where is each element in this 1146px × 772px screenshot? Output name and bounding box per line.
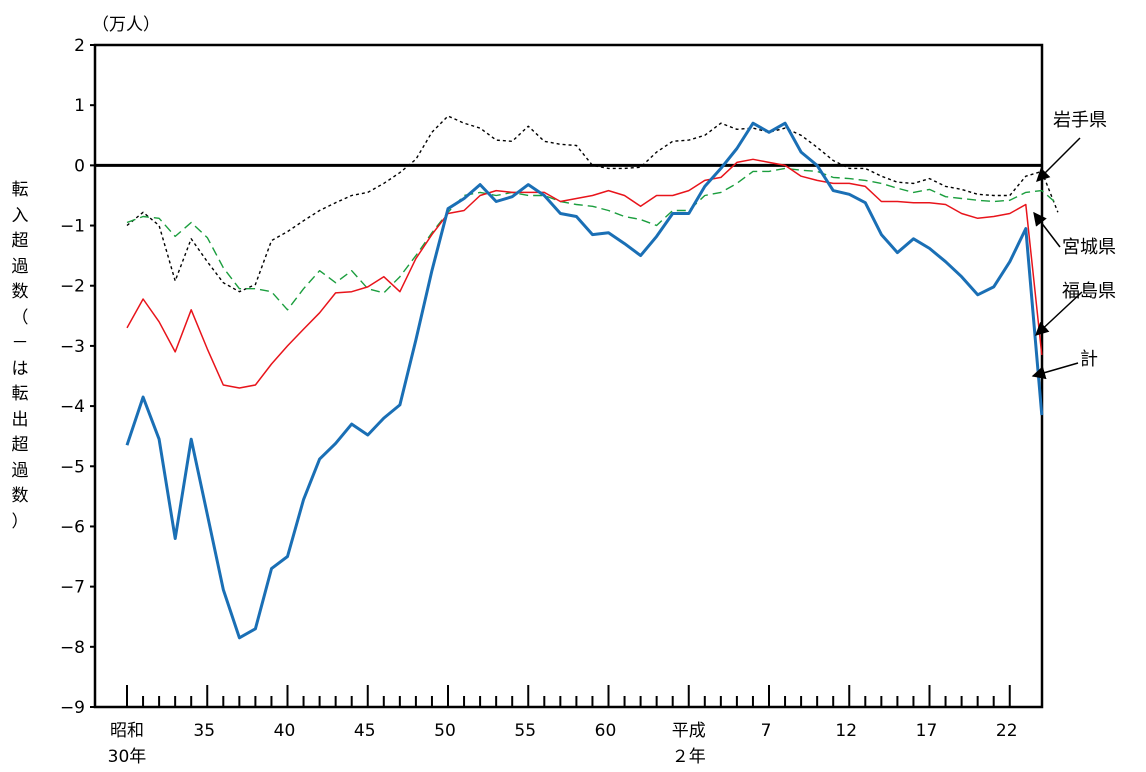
plot-frame xyxy=(93,43,1044,709)
x-axis-ticks: 昭和 30年 35 40 45 50 55 60 平成 ２年 7 12 17 22 xyxy=(108,685,1018,767)
y-axis-label-char: 超 xyxy=(11,231,29,251)
y-tick-label: 0 xyxy=(74,156,85,176)
x-tick-label: 45 xyxy=(354,721,376,741)
y-tick-label: 2 xyxy=(74,36,85,56)
annotation-arrow xyxy=(1031,362,1079,380)
y-tick-label: −4 xyxy=(60,397,85,417)
series-line-1 xyxy=(126,167,1059,311)
x-tick-label: 平成 xyxy=(672,721,706,741)
annotation-label: 岩手県 xyxy=(1053,110,1107,131)
x-tick-label: 7 xyxy=(761,721,772,741)
y-axis-label-char: 数 xyxy=(11,486,29,506)
y-axis-label-char: 数 xyxy=(11,282,29,302)
x-tick-label-line2: ２年 xyxy=(672,747,706,767)
series-line-2 xyxy=(126,158,1043,389)
y-axis-label-char: 出 xyxy=(11,409,29,430)
annotation-arrow xyxy=(1035,291,1083,336)
y-axis-label-char: 転 xyxy=(11,180,29,200)
y-tick-label: −7 xyxy=(60,578,85,598)
x-tick-label: 55 xyxy=(514,721,536,741)
x-tick-label: 22 xyxy=(996,721,1018,741)
y-tick-label: −2 xyxy=(60,277,85,297)
y-axis-label-char: （ xyxy=(11,307,29,328)
x-tick-label: 40 xyxy=(274,721,296,741)
y-axis-label: 転入超過数（－は転出超過数） xyxy=(6,178,34,535)
y-tick-label: 1 xyxy=(74,96,85,116)
annotation-label: 福島県 xyxy=(1062,281,1116,302)
y-axis-ticks: 2 1 0 −1 −2 −3 −4 −5 −6 −7 −8 −9 xyxy=(60,36,95,718)
y-tick-label: −1 xyxy=(60,217,85,237)
y-axis-label-char: は xyxy=(11,358,29,379)
y-axis-label-char: 超 xyxy=(11,435,29,455)
x-tick-label: 昭和 xyxy=(110,721,144,741)
x-tick-label: 60 xyxy=(595,721,617,741)
y-tick-label: −3 xyxy=(60,337,85,357)
y-axis-label-char: 過 xyxy=(11,256,29,277)
y-tick-label: −8 xyxy=(60,638,85,658)
x-tick-label: 17 xyxy=(916,721,938,741)
y-tick-label: −5 xyxy=(60,457,85,477)
annotation-label: 計 xyxy=(1080,349,1098,370)
y-axis-label-char: 入 xyxy=(11,205,29,226)
y-tick-label: −6 xyxy=(60,517,85,537)
unit-label: （万人） xyxy=(92,15,160,35)
y-axis-label-char: ） xyxy=(11,511,29,532)
annotation-label: 宮城県 xyxy=(1062,237,1116,258)
series-line-3 xyxy=(125,121,1044,640)
x-tick-label-line2: 30年 xyxy=(108,747,147,767)
axes xyxy=(93,43,1044,709)
series-line-0 xyxy=(126,115,1059,293)
x-tick-label: 12 xyxy=(835,721,857,741)
annotation-arrow xyxy=(1033,211,1061,248)
annotation-arrow xyxy=(1036,137,1081,182)
y-axis-label-char: － xyxy=(11,333,29,353)
y-axis-label-char: 過 xyxy=(11,460,29,481)
y-tick-label: −9 xyxy=(60,698,85,718)
x-tick-label: 50 xyxy=(434,721,456,741)
series-lines xyxy=(125,115,1059,640)
x-tick-label: 35 xyxy=(193,721,215,741)
y-axis-label-char: 転 xyxy=(11,384,29,404)
